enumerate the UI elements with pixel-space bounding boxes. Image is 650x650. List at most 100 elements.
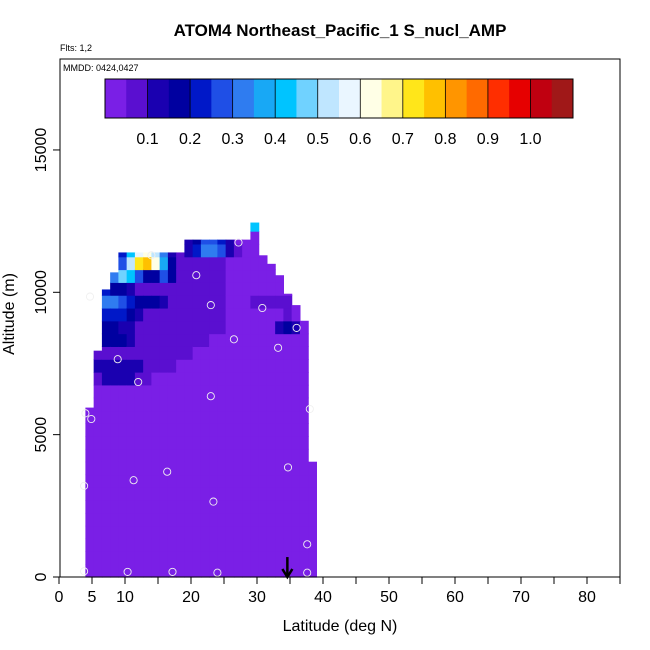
heatmap-cell	[283, 372, 293, 386]
heatmap-cell	[258, 256, 268, 271]
heatmap-cell	[291, 384, 301, 399]
heatmap-cell	[126, 252, 136, 258]
arrow-head	[281, 568, 294, 580]
heatmap-cell	[101, 307, 111, 322]
heatmap-cell	[250, 359, 260, 373]
heatmap-cell	[143, 346, 152, 360]
colorbar-tick-label: 0.8	[434, 131, 456, 148]
heatmap-cell	[266, 384, 276, 399]
heatmap-cell	[126, 307, 136, 322]
heatmap-cell	[167, 282, 177, 296]
heatmap-cell	[308, 551, 317, 565]
heatmap-cell	[242, 397, 251, 412]
heatmap-cell	[258, 500, 268, 514]
heatmap-cell	[283, 461, 293, 476]
heatmap-cell	[291, 333, 301, 347]
heatmap-cell	[151, 269, 161, 283]
heatmap-cell	[167, 397, 177, 412]
heatmap-cell	[233, 474, 243, 488]
heatmap-cell	[233, 448, 243, 463]
heatmap-cell	[291, 305, 301, 309]
heatmap-cell	[126, 384, 136, 399]
heatmap-cell	[93, 384, 103, 399]
heatmap-cell	[110, 423, 119, 437]
heatmap-cell	[283, 474, 293, 488]
heatmap-cell	[217, 307, 227, 322]
heatmap-cell	[258, 269, 268, 283]
heatmap-cell	[217, 346, 227, 360]
heatmap-cell	[225, 256, 235, 271]
heatmap-cell	[200, 295, 210, 309]
heatmap-cell	[176, 320, 185, 335]
colorbar-tick-label: 0.9	[477, 131, 499, 148]
heatmap-cell	[209, 500, 218, 514]
heatmap-cell	[250, 538, 260, 552]
heatmap-cell	[134, 397, 144, 412]
sample-point	[206, 392, 215, 401]
heatmap-cell	[275, 295, 284, 309]
heatmap-cell	[101, 333, 111, 347]
heatmap-cell	[134, 461, 144, 476]
heatmap-cell	[258, 461, 268, 476]
heatmap-cell	[308, 525, 317, 540]
heatmap-cell	[200, 525, 210, 540]
colorbar-segment	[360, 79, 383, 118]
heatmap-cell	[110, 372, 119, 386]
heatmap-cell	[101, 289, 111, 296]
heatmap-cell	[151, 320, 161, 335]
y-tick-label: 10000	[33, 270, 50, 315]
heatmap-cell	[250, 410, 260, 424]
heatmap-cell	[126, 436, 136, 450]
heatmap-cell	[275, 500, 284, 514]
heatmap-cell	[159, 564, 169, 578]
heatmap-cell	[159, 525, 169, 540]
heatmap-cell	[275, 525, 284, 540]
heatmap-cell	[192, 436, 202, 450]
heatmap-cell	[151, 307, 161, 322]
heatmap-cell	[192, 461, 202, 476]
heatmap-cell	[258, 512, 268, 527]
heatmap-cell	[266, 397, 276, 412]
heatmap-cell	[134, 500, 144, 514]
heatmap-cell	[184, 269, 194, 283]
sample-point	[283, 463, 293, 472]
heatmap-cell	[167, 461, 177, 476]
heatmap-cell	[225, 346, 235, 360]
heatmap-cell	[101, 346, 111, 360]
heatmap-cell	[217, 538, 227, 552]
heatmap-cell	[250, 487, 260, 501]
heatmap-cell	[225, 551, 235, 565]
heatmap-cell	[250, 525, 260, 540]
heatmap-cell	[93, 410, 103, 424]
heatmap-cell	[93, 436, 103, 450]
heatmap-cell	[258, 384, 268, 399]
heatmap-cell	[242, 372, 251, 386]
heatmap-cell	[217, 564, 227, 578]
heatmap-cell	[101, 461, 111, 476]
heatmap-cell	[266, 346, 276, 360]
heatmap-cell	[299, 551, 309, 565]
heatmap-cell	[159, 448, 169, 463]
heatmap-cell	[299, 359, 309, 373]
heatmap-cell	[118, 487, 128, 501]
heatmap-cell	[217, 269, 227, 283]
heatmap-cell	[151, 359, 161, 373]
sample-point	[168, 567, 177, 576]
heatmap-cell	[225, 564, 235, 578]
heatmap-cell	[143, 333, 152, 347]
heatmap-cell	[209, 538, 218, 552]
heatmap-cell	[291, 410, 301, 424]
heatmap-cell	[110, 448, 119, 463]
heatmap-cell	[159, 423, 169, 437]
heatmap-cell	[192, 320, 202, 335]
heatmap-cell	[258, 564, 268, 578]
heatmap-cell	[143, 551, 152, 565]
heatmap-cell	[299, 538, 309, 552]
heatmap-cell	[308, 500, 317, 514]
heatmap-cell	[242, 461, 251, 476]
heatmap-cell	[283, 346, 293, 360]
colorbar-segment	[168, 79, 191, 118]
heatmap-cell	[101, 525, 111, 540]
heatmap-cell	[275, 436, 284, 450]
heatmap-cell	[266, 269, 276, 283]
